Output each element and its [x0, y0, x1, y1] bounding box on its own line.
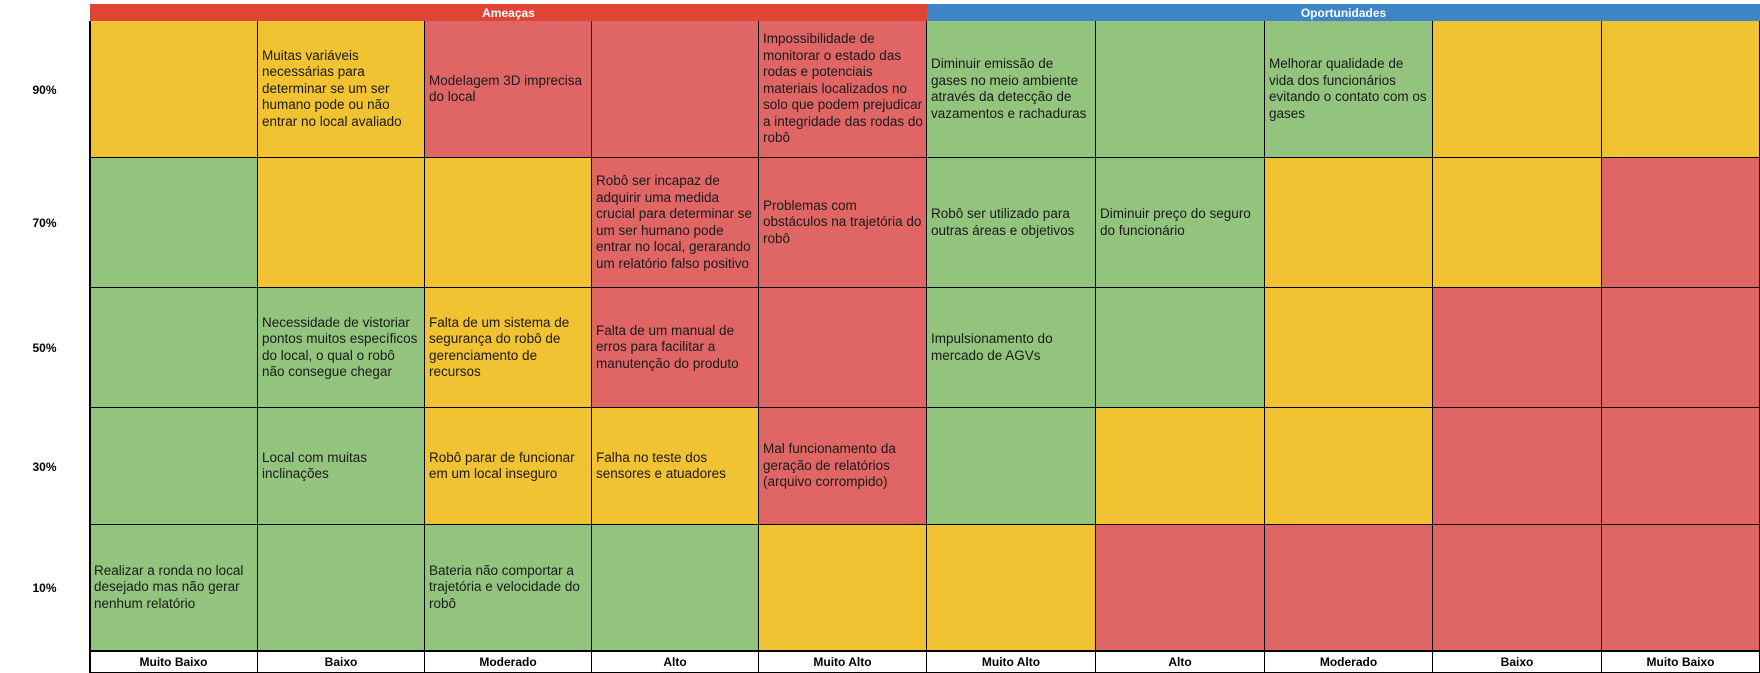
cell-text: Falha no teste dos sensores e atuadores — [596, 449, 726, 482]
impact-label[interactable]: Muito Baixo — [1602, 651, 1760, 673]
matrix-cell[interactable] — [759, 288, 927, 408]
matrix-cell[interactable]: Robô ser incapaz de adquirir uma medida … — [592, 158, 759, 288]
impact-label[interactable]: Baixo — [1433, 651, 1602, 673]
matrix-cell[interactable] — [1433, 158, 1602, 288]
probability-label[interactable]: 30% — [0, 408, 90, 525]
matrix-cell[interactable] — [1265, 408, 1433, 525]
probability-label[interactable]: 10% — [0, 525, 90, 651]
left-border — [90, 21, 91, 673]
matrix-cell[interactable] — [90, 288, 258, 408]
matrix-cell[interactable] — [1265, 525, 1433, 651]
cell-text: Impulsionamento do mercado de AGVs — [931, 331, 1053, 363]
matrix-cell[interactable] — [1096, 408, 1265, 525]
matrix-cell[interactable] — [1602, 21, 1760, 158]
cell-text: Robô ser incapaz de adquirir uma medida … — [596, 173, 753, 271]
impact-axis-top-border — [90, 651, 1760, 652]
corner-cell[interactable] — [0, 651, 90, 673]
cell-text: Diminuir emissão de gases no meio ambien… — [931, 56, 1087, 121]
matrix-cell[interactable] — [1096, 21, 1265, 158]
cell-text: Modelagem 3D imprecisa do local — [429, 72, 583, 105]
matrix-cell[interactable] — [927, 525, 1096, 651]
matrix-cell[interactable] — [1433, 525, 1602, 651]
impact-label[interactable]: Moderado — [425, 651, 592, 673]
matrix-cell[interactable]: Falta de um manual de erros para facilit… — [592, 288, 759, 408]
cell-text: Realizar a ronda no local desejado mas n… — [94, 562, 244, 611]
cell-text: Diminuir preço do seguro do funcionário — [1100, 206, 1251, 238]
impact-label[interactable]: Muito Alto — [927, 651, 1096, 673]
matrix-cell[interactable] — [258, 525, 425, 651]
opportunities-header[interactable]: Oportunidades — [927, 4, 1760, 21]
impact-label[interactable]: Alto — [1096, 651, 1265, 673]
matrix-cell[interactable]: Robô parar de funcionar em um local inse… — [425, 408, 592, 525]
impact-label[interactable]: Baixo — [258, 651, 425, 673]
cell-text: Melhorar qualidade de vida dos funcionár… — [1269, 56, 1427, 121]
probability-label[interactable]: 90% — [0, 21, 90, 158]
cell-text: Robô ser utilizado para outras áreas e o… — [931, 206, 1075, 238]
matrix-cell[interactable] — [1602, 288, 1760, 408]
matrix-cell[interactable]: Bateria não comportar a trajetória e vel… — [425, 525, 592, 651]
matrix-cell[interactable] — [1602, 525, 1760, 651]
matrix-cell[interactable]: Realizar a ronda no local desejado mas n… — [90, 525, 258, 651]
matrix-cell[interactable] — [1433, 288, 1602, 408]
matrix-cell[interactable]: Local com muitas inclinações — [258, 408, 425, 525]
cell-text: Problemas com obstáculos na trajetória d… — [763, 197, 922, 246]
matrix-cell[interactable] — [1096, 525, 1265, 651]
matrix-cell[interactable] — [1433, 408, 1602, 525]
matrix-cell[interactable] — [1602, 158, 1760, 288]
matrix-cell[interactable]: Diminuir emissão de gases no meio ambien… — [927, 21, 1096, 158]
matrix-cell[interactable] — [759, 525, 927, 651]
threats-header[interactable]: Ameaças — [90, 4, 927, 21]
matrix-cell[interactable]: Mal funcionamento da geração de relatóri… — [759, 408, 927, 525]
matrix-cell[interactable] — [1096, 288, 1265, 408]
impact-label[interactable]: Muito Alto — [759, 651, 927, 673]
matrix-cell[interactable] — [1602, 408, 1760, 525]
matrix-cell[interactable]: Falta de um sistema de segurança do robô… — [425, 288, 592, 408]
matrix-cell[interactable] — [592, 21, 759, 158]
probability-label[interactable]: 50% — [0, 288, 90, 408]
matrix-cell[interactable] — [425, 158, 592, 288]
probability-label[interactable]: 70% — [0, 158, 90, 288]
impact-label[interactable]: Alto — [592, 651, 759, 673]
matrix-cell[interactable]: Melhorar qualidade de vida dos funcionár… — [1265, 21, 1433, 158]
cell-text: Falta de um sistema de segurança do robô… — [429, 314, 570, 380]
matrix-cell[interactable]: Impulsionamento do mercado de AGVs — [927, 288, 1096, 408]
impact-label[interactable]: Muito Baixo — [90, 651, 258, 673]
matrix-cell[interactable]: Modelagem 3D imprecisa do local — [425, 21, 592, 158]
cell-text: Necessidade de vistoriar pontos muitos e… — [262, 314, 418, 380]
impact-label[interactable]: Moderado — [1265, 651, 1433, 673]
cell-text: Mal funcionamento da geração de relatóri… — [763, 441, 896, 490]
matrix-cell[interactable]: Falha no teste dos sensores e atuadores — [592, 408, 759, 525]
matrix-cell[interactable] — [90, 408, 258, 525]
matrix-cell[interactable] — [90, 21, 258, 158]
cell-text: Bateria não comportar a trajetória e vel… — [429, 562, 580, 611]
matrix-cell[interactable]: Diminuir preço do seguro do funcionário — [1096, 158, 1265, 288]
matrix-cell[interactable] — [1433, 21, 1602, 158]
cell-text: Robô parar de funcionar em um local inse… — [429, 449, 575, 482]
matrix-cell[interactable]: Problemas com obstáculos na trajetória d… — [759, 158, 927, 288]
matrix-cell[interactable]: Necessidade de vistoriar pontos muitos e… — [258, 288, 425, 408]
matrix-cell[interactable] — [592, 525, 759, 651]
matrix-cell[interactable]: Impossibilidade de monitorar o estado da… — [759, 21, 927, 158]
matrix-cell[interactable]: Muitas variáveis necessárias para determ… — [258, 21, 425, 158]
cell-text: Falta de um manual de erros para facilit… — [596, 322, 739, 371]
matrix-cell[interactable] — [1265, 158, 1433, 288]
matrix-cell[interactable] — [1265, 288, 1433, 408]
matrix-cell[interactable] — [90, 158, 258, 288]
matrix-cell[interactable] — [927, 408, 1096, 525]
cell-text: Impossibilidade de monitorar o estado da… — [763, 31, 923, 146]
cell-text: Local com muitas inclinações — [262, 449, 368, 482]
matrix-cell[interactable] — [258, 158, 425, 288]
cell-text: Muitas variáveis necessárias para determ… — [262, 47, 402, 129]
matrix-cell[interactable]: Robô ser utilizado para outras áreas e o… — [927, 158, 1096, 288]
